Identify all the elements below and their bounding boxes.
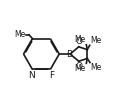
Text: Me: Me [75,36,86,44]
Text: F: F [49,71,54,80]
Text: Me: Me [75,64,86,73]
Text: Me: Me [14,30,26,39]
Text: Me: Me [90,36,101,45]
Text: Me: Me [91,63,102,72]
Text: O: O [75,62,82,71]
Text: O: O [75,37,82,46]
Text: B: B [66,49,73,59]
Text: N: N [28,71,35,80]
